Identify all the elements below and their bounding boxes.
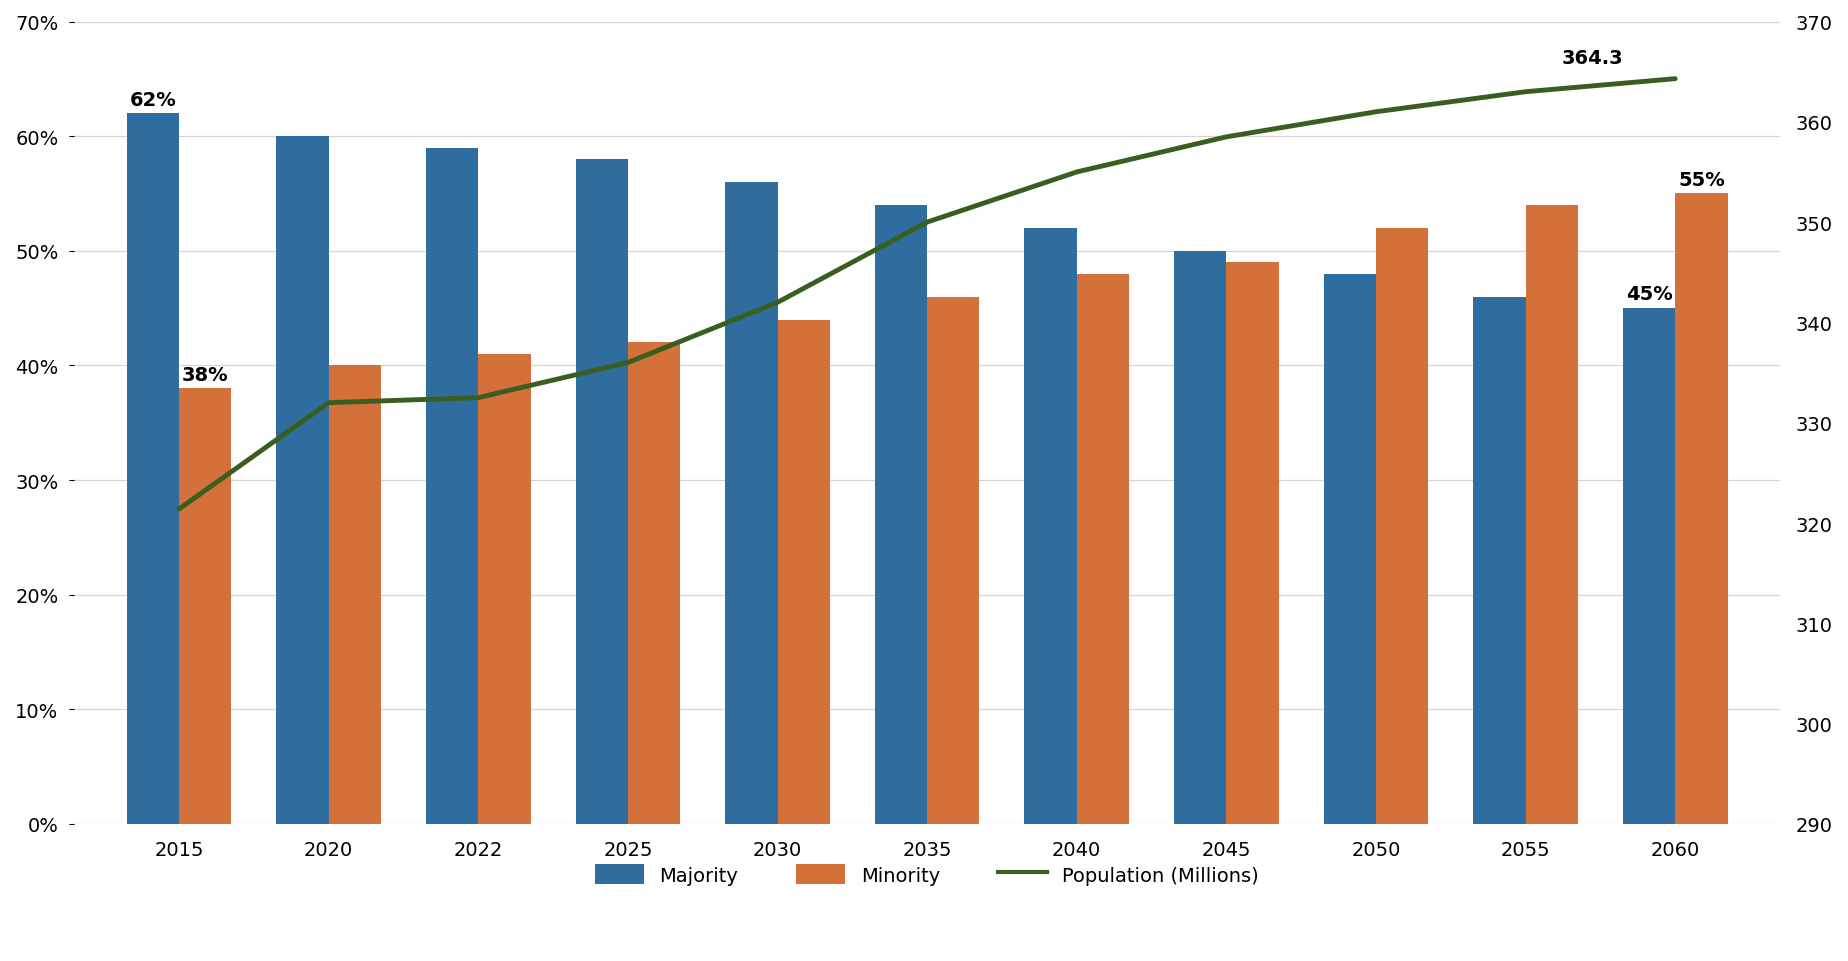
Bar — [1674, 194, 1728, 825]
Bar — [1227, 263, 1279, 825]
Population (Millions) — [1663, 74, 1685, 86]
Bar — [1377, 229, 1429, 825]
Bar — [1473, 297, 1526, 825]
Bar — [874, 206, 928, 825]
Text: 38%: 38% — [181, 365, 229, 384]
Population (Millions) — [767, 297, 789, 308]
Line: Population (Millions): Population (Millions) — [179, 80, 1674, 509]
Bar — [1077, 275, 1129, 825]
Text: 55%: 55% — [1678, 171, 1724, 189]
Bar — [724, 183, 778, 825]
Bar — [128, 114, 179, 825]
Bar — [277, 137, 329, 825]
Bar — [329, 366, 381, 825]
Bar — [778, 320, 830, 825]
Bar — [1323, 275, 1377, 825]
Population (Millions) — [1515, 86, 1538, 98]
Bar — [928, 297, 979, 825]
Text: 62%: 62% — [129, 90, 176, 110]
Bar — [1526, 206, 1578, 825]
Bar — [479, 355, 530, 825]
Population (Millions) — [917, 217, 939, 229]
Bar — [575, 160, 628, 825]
Legend: Majority, Minority, Population (Millions): Majority, Minority, Population (Millions… — [586, 854, 1270, 895]
Population (Millions) — [1366, 107, 1388, 118]
Bar — [1173, 252, 1227, 825]
Population (Millions) — [318, 398, 340, 409]
Bar — [425, 148, 479, 825]
Bar — [1623, 308, 1674, 825]
Text: 364.3: 364.3 — [1562, 49, 1624, 67]
Bar — [628, 343, 680, 825]
Bar — [179, 389, 231, 825]
Population (Millions) — [617, 357, 639, 369]
Population (Millions) — [168, 504, 190, 515]
Text: 45%: 45% — [1626, 285, 1672, 305]
Bar — [1024, 229, 1077, 825]
Population (Millions) — [1216, 132, 1238, 143]
Population (Millions) — [468, 392, 490, 404]
Population (Millions) — [1066, 167, 1088, 179]
